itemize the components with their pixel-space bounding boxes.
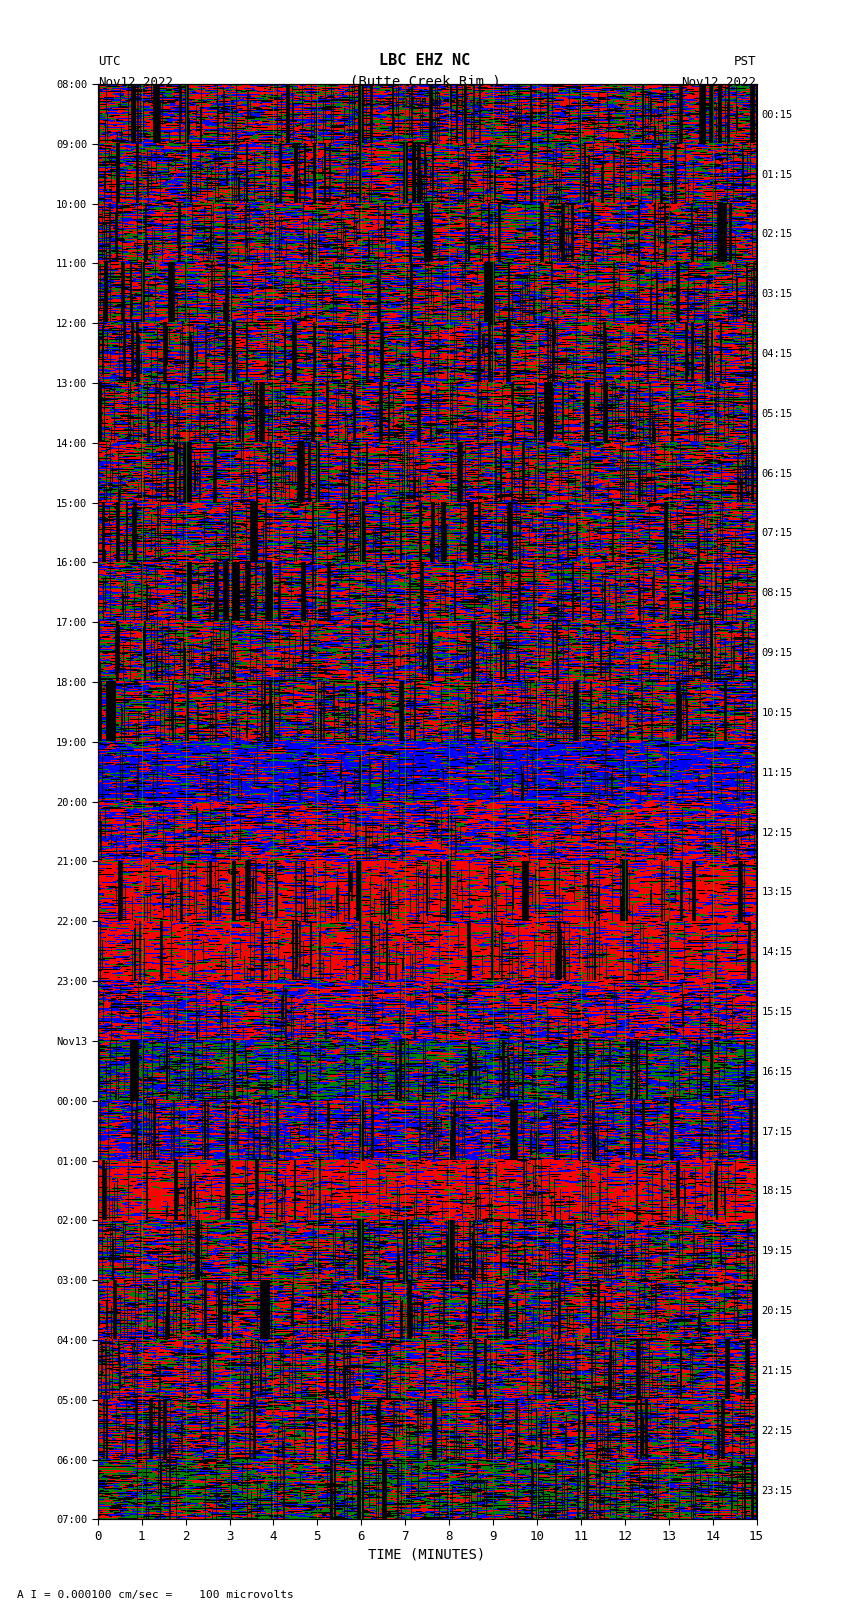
- Text: PST: PST: [734, 55, 756, 68]
- Text: Nov12,2022: Nov12,2022: [98, 76, 173, 89]
- Text: UTC: UTC: [98, 55, 120, 68]
- Text: Nov12,2022: Nov12,2022: [682, 76, 756, 89]
- Text: I = 0.000100 cm/sec: I = 0.000100 cm/sec: [361, 98, 489, 108]
- Text: LBC EHZ NC: LBC EHZ NC: [379, 53, 471, 68]
- Text: A I = 0.000100 cm/sec =    100 microvolts: A I = 0.000100 cm/sec = 100 microvolts: [17, 1590, 294, 1600]
- X-axis label: TIME (MINUTES): TIME (MINUTES): [369, 1547, 485, 1561]
- Text: (Butte Creek Rim ): (Butte Creek Rim ): [349, 74, 501, 89]
